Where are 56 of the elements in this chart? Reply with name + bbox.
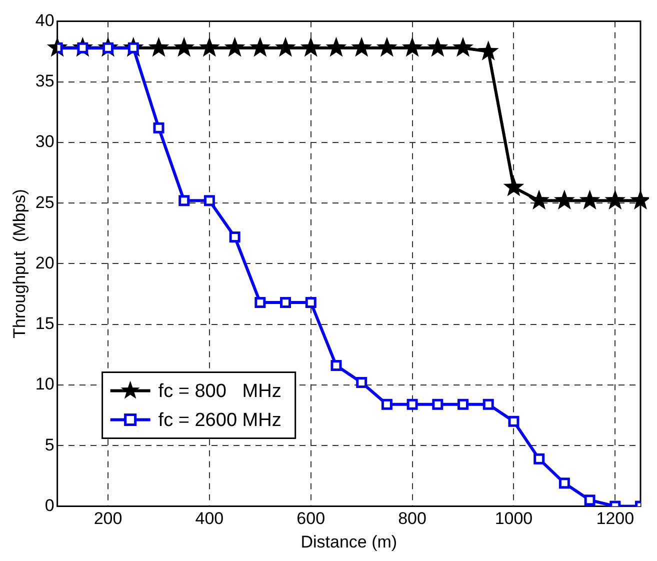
point	[508, 416, 520, 427]
point	[452, 36, 474, 57]
y-tick-label: 25	[35, 192, 54, 212]
y-tick-label: 10	[35, 374, 54, 394]
point	[478, 40, 499, 60]
point	[558, 478, 570, 489]
point	[178, 195, 190, 206]
point	[148, 36, 170, 57]
point	[330, 360, 342, 372]
point	[482, 398, 494, 410]
x-tick-label: 600	[296, 509, 326, 528]
x-tick-label: 800	[398, 509, 426, 528]
point	[174, 36, 195, 57]
point	[326, 36, 347, 57]
point	[204, 195, 215, 206]
y-tick-label: 20	[35, 253, 54, 272]
y-tick-label: 30	[35, 132, 54, 152]
point	[305, 297, 316, 308]
point	[406, 398, 418, 410]
x-tick-label: 1200	[596, 509, 634, 528]
point	[579, 190, 600, 210]
x-axis-title: Distance (m)	[300, 532, 398, 552]
point	[250, 36, 271, 57]
point	[153, 122, 164, 134]
point	[300, 36, 322, 57]
point	[503, 176, 524, 196]
point	[376, 36, 398, 57]
point	[280, 297, 292, 308]
point	[528, 190, 550, 210]
y-axis-title: Throughput (Mbps)	[10, 189, 29, 338]
point	[198, 36, 220, 57]
point	[432, 398, 444, 410]
point	[427, 36, 448, 57]
point	[224, 36, 246, 57]
point	[554, 190, 575, 210]
legend-label: fc = 2600 MHz	[158, 410, 282, 431]
x-tick-label: 400	[195, 509, 224, 528]
point	[351, 36, 372, 57]
point	[604, 190, 626, 210]
point	[381, 398, 392, 410]
y-tick-label: 35	[35, 72, 54, 91]
point	[402, 36, 423, 57]
point	[584, 494, 596, 506]
point	[254, 297, 266, 308]
y-tick-label: 15	[35, 314, 54, 334]
point	[275, 36, 296, 57]
x-tick-label: 1000	[494, 509, 533, 528]
point	[534, 453, 545, 464]
legend-label: fc = 800 MHz	[158, 380, 282, 402]
point	[458, 398, 468, 410]
y-tick-label: 40	[35, 10, 54, 30]
y-tick-label: 0	[44, 496, 54, 515]
point	[356, 377, 368, 388]
y-tick-label: 5	[44, 435, 54, 454]
x-tick-label: 200	[94, 509, 122, 528]
point	[229, 232, 240, 243]
